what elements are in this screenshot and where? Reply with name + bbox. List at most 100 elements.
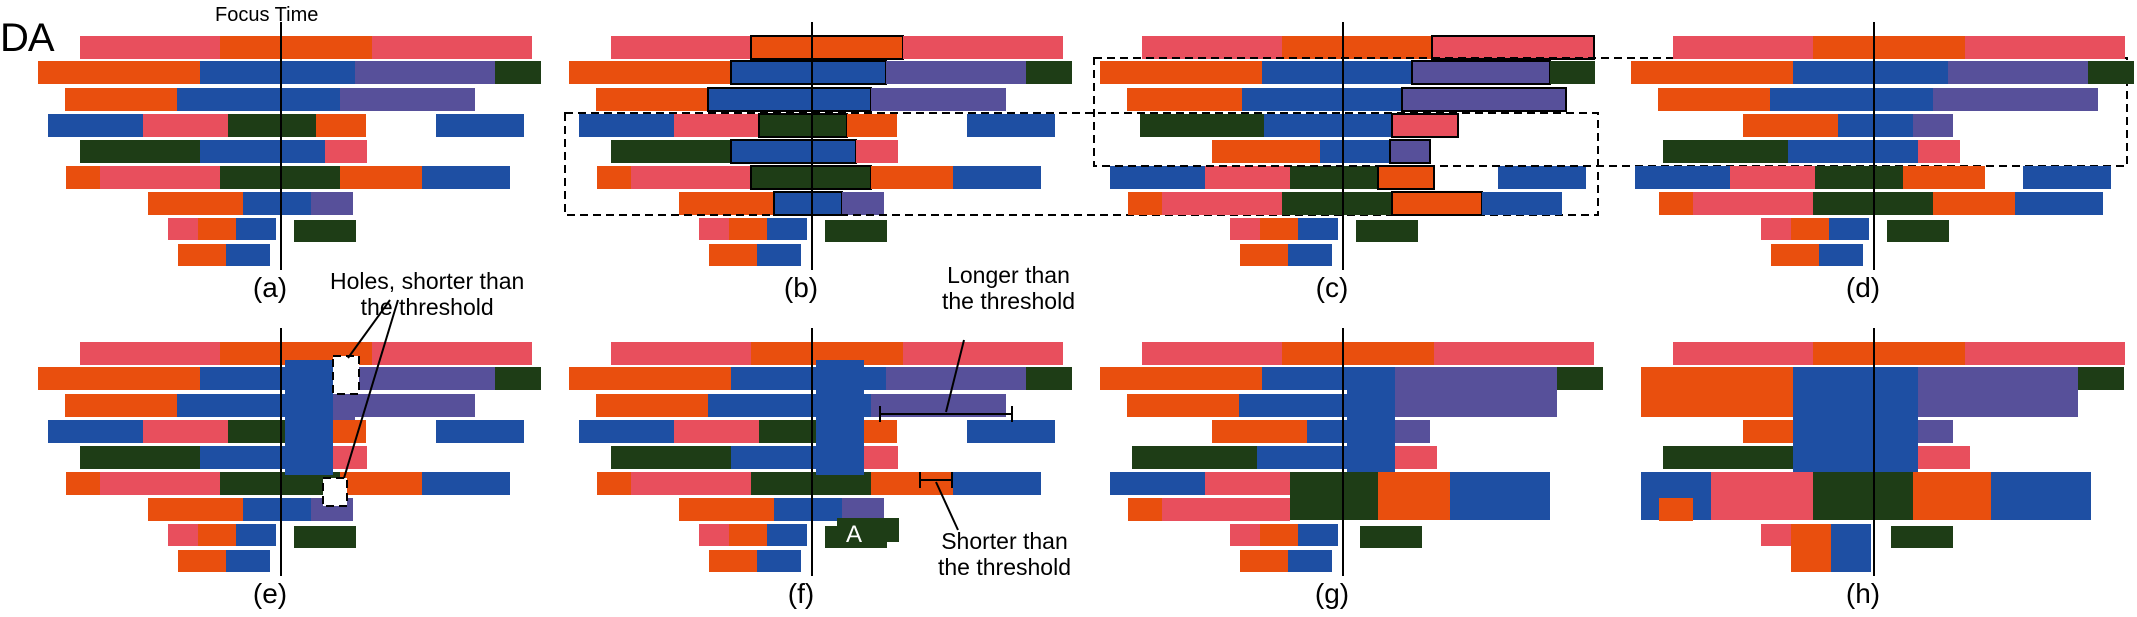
- task-bar: [340, 394, 475, 417]
- task-bar: [1791, 218, 1829, 240]
- task-bar: [325, 446, 367, 469]
- task-bar: [38, 61, 200, 84]
- task-bar: [436, 420, 524, 443]
- task-bar: [80, 36, 220, 59]
- task-bar: [674, 420, 759, 443]
- task-bar: [1282, 192, 1392, 215]
- panel-label-a: (a): [252, 272, 288, 303]
- task-bar: [1162, 498, 1290, 521]
- selection-box-b: [564, 112, 1599, 216]
- task-bar: [1918, 420, 1953, 443]
- task-bar: [1257, 446, 1347, 469]
- task-bar: [143, 114, 228, 137]
- task-bar: [903, 36, 1063, 59]
- task-bar: [355, 367, 495, 390]
- task-bar: [967, 114, 1055, 137]
- task-bar: [1450, 472, 1550, 520]
- task-bar: [66, 472, 100, 495]
- task-bar: [707, 87, 872, 112]
- task-bar: [100, 472, 220, 495]
- task-bar: [1641, 367, 1793, 417]
- task-bar: [100, 166, 220, 189]
- task-bar: [1026, 367, 1072, 390]
- task-bar: [1663, 446, 1793, 469]
- task-bar: [773, 191, 843, 216]
- task-bar: [325, 140, 367, 163]
- task-bar: [178, 244, 226, 266]
- task-bar: [1127, 88, 1242, 111]
- task-bar: [148, 192, 243, 215]
- task-bar: [1395, 446, 1437, 469]
- task-bar: [596, 88, 708, 111]
- task-bar: [1965, 36, 2125, 59]
- task-bar: [953, 166, 1041, 189]
- task-bar: [1132, 446, 1257, 469]
- task-bar: [1673, 36, 1813, 59]
- task-bar: [679, 192, 774, 215]
- task-bar: [699, 218, 729, 240]
- panel-label-d: (d): [1845, 272, 1881, 303]
- annotation-longer: Longer than the threshold: [942, 262, 1075, 314]
- highlighted-task-bar: [750, 35, 904, 60]
- task-bar: [1891, 526, 1953, 548]
- task-bar: [569, 61, 731, 84]
- task-bar: [611, 446, 731, 469]
- task-bar: [1290, 166, 1378, 189]
- task-bar: [886, 367, 1026, 390]
- task-bar: [226, 244, 270, 266]
- task-bar: [1793, 61, 1948, 84]
- task-bar: [1110, 166, 1205, 189]
- panel-label-g: (g): [1314, 578, 1350, 609]
- task-bar: [1290, 472, 1378, 520]
- leader-line-shorter: [935, 481, 959, 531]
- task-bar: [236, 524, 276, 546]
- hole-marker-upper: [332, 355, 360, 395]
- focus-time-label: Focus Time: [215, 4, 319, 26]
- task-bar: [1887, 220, 1949, 242]
- panel-label-b: (b): [783, 272, 819, 303]
- task-bar: [569, 367, 731, 390]
- task-bar: [372, 342, 532, 365]
- task-bar: [1230, 218, 1260, 240]
- task-bar: [65, 394, 177, 417]
- task-bar: [1557, 367, 1603, 390]
- task-bar: [1205, 472, 1290, 495]
- task-bar: [1918, 140, 1960, 163]
- task-bar: [1205, 166, 1290, 189]
- task-bar: [856, 140, 898, 163]
- task-bar: [1635, 166, 1730, 189]
- task-bar: [1663, 140, 1788, 163]
- task-bar: [1320, 140, 1390, 163]
- task-bar: [597, 166, 631, 189]
- task-bar: [1262, 61, 1412, 84]
- merged-blue-column: [816, 360, 864, 475]
- task-bar: [1264, 114, 1392, 137]
- task-bar: [674, 114, 759, 137]
- task-bar: [148, 498, 243, 521]
- task-bar: [340, 472, 422, 495]
- task-bar: [80, 342, 220, 365]
- task-bar: [1395, 420, 1430, 443]
- highlighted-task-bar: [1389, 139, 1431, 164]
- task-bar: [1498, 166, 1586, 189]
- task-bar: [80, 446, 200, 469]
- task-bar: [1730, 166, 1815, 189]
- task-bar: [1142, 342, 1282, 365]
- task-bar: [80, 140, 200, 163]
- task-bar: [709, 244, 757, 266]
- task-bar: [1260, 524, 1298, 546]
- task-bar: [886, 61, 1026, 84]
- task-bar: [1991, 472, 2091, 520]
- task-bar: [579, 420, 674, 443]
- task-bar: [355, 61, 495, 84]
- task-bar: [311, 192, 353, 215]
- task-bar: [871, 166, 953, 189]
- task-bar: [200, 140, 325, 163]
- task-bar: [316, 114, 366, 137]
- task-bar: [1813, 36, 1965, 59]
- task-bar: [1711, 472, 1813, 520]
- leader-line-upper: [347, 299, 391, 359]
- task-bar: [1288, 244, 1332, 266]
- task-bar: [1162, 192, 1282, 215]
- task-bar: [228, 114, 316, 137]
